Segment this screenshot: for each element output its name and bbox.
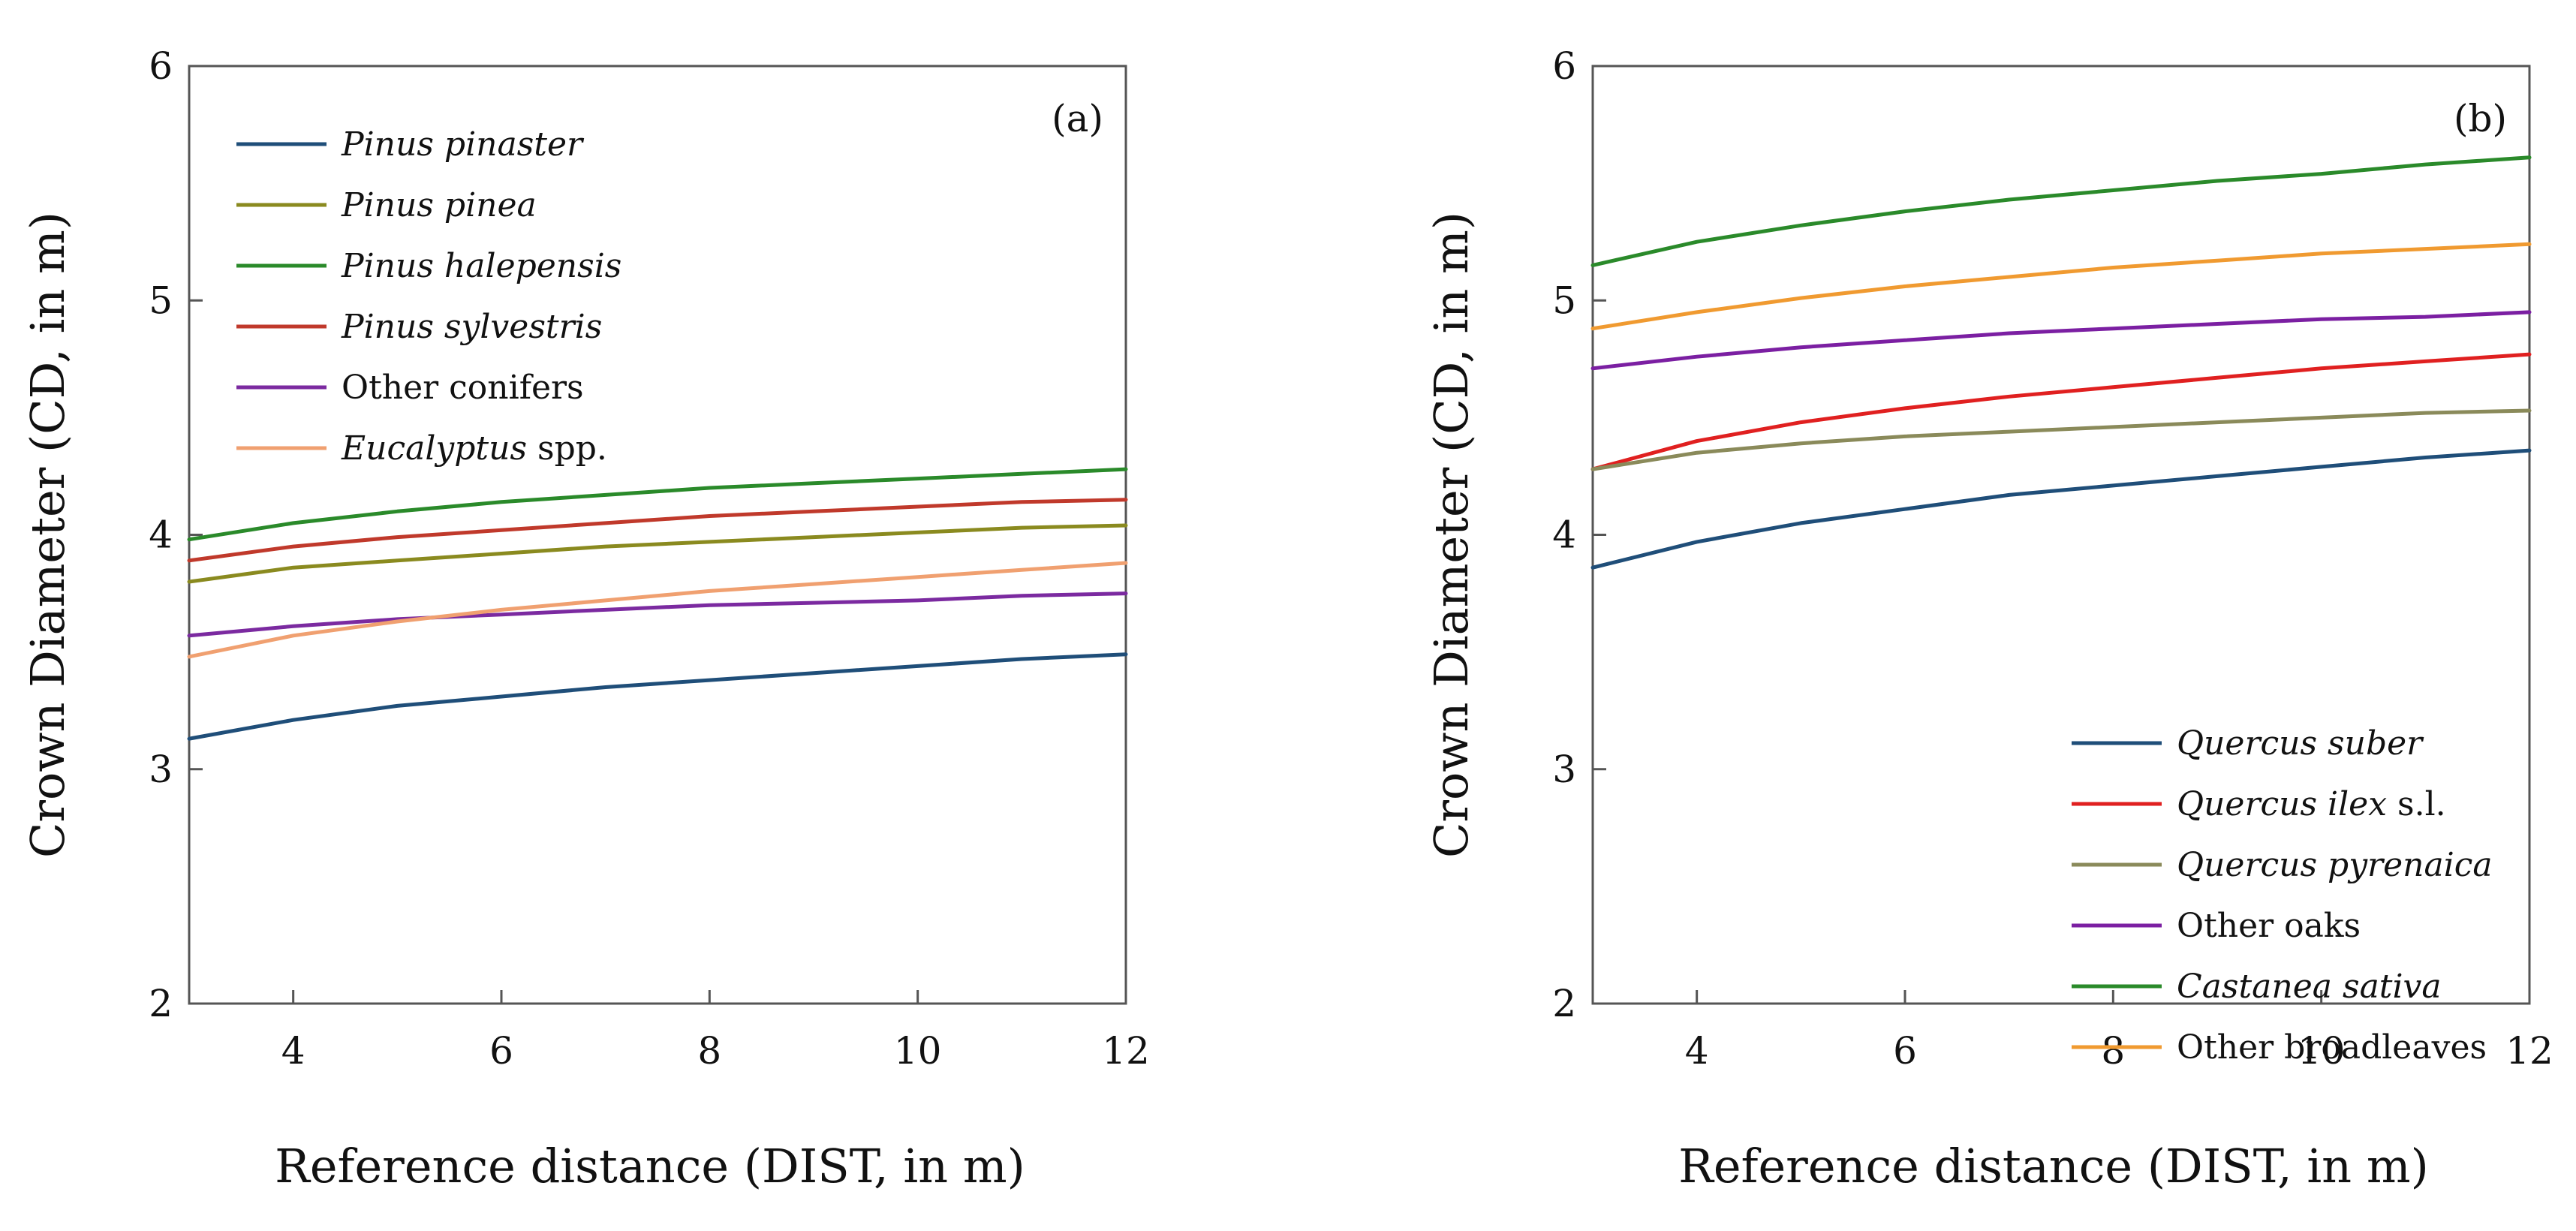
y-tick-label: 3 bbox=[149, 748, 173, 791]
legend-entry: Quercus suber bbox=[2177, 724, 2424, 763]
legend-entry-italic: Pinus pinea bbox=[341, 186, 537, 224]
legend-entry-italic: Pinus halepensis bbox=[341, 247, 621, 285]
y-tick-label: 2 bbox=[1552, 982, 1576, 1025]
series-line bbox=[1590, 408, 2532, 471]
legend-entry-italic: Pinus sylvestris bbox=[341, 308, 602, 346]
legend-entry: Eucalyptus spp. bbox=[341, 429, 607, 468]
series-line bbox=[1590, 242, 2532, 331]
y-tick-label: 4 bbox=[1552, 513, 1576, 557]
x-tick-label: 8 bbox=[697, 1029, 721, 1073]
panel-b: 2 3 4 5 6 4 6 8 10 12 Crown Diameter (CD, in m) Ref… bbox=[1424, 44, 2553, 1193]
y-axis-title: Crown Diameter (CD, in m) bbox=[20, 212, 75, 858]
panel-a: 2 3 4 5 6 4 6 8 10 12 Crown Diameter (CD, in m) Ref… bbox=[20, 44, 1150, 1193]
y-tick-label: 5 bbox=[149, 278, 173, 322]
series-line bbox=[1590, 448, 2532, 570]
series-line bbox=[1590, 352, 2532, 471]
series-line bbox=[1590, 310, 2532, 371]
legend-entry: Other oaks bbox=[2177, 907, 2361, 945]
y-tick-label: 3 bbox=[1552, 748, 1576, 791]
x-tick-label: 12 bbox=[2505, 1029, 2553, 1073]
panel-label: (a) bbox=[1052, 97, 1103, 140]
legend-entry: Quercus ilex s.l. bbox=[2177, 785, 2446, 823]
x-tick-label: 4 bbox=[1685, 1029, 1709, 1073]
legend-entry-text: Other conifers bbox=[342, 369, 584, 407]
series-line bbox=[187, 591, 1128, 638]
legend-entry-text: Other oaks bbox=[2177, 907, 2361, 945]
x-tick-label: 4 bbox=[281, 1029, 305, 1073]
x-tick-label: 6 bbox=[489, 1029, 513, 1073]
series-line bbox=[1590, 155, 2532, 267]
legend-entry-italic: Castanea sativa bbox=[2177, 968, 2442, 1006]
legend-entry: Quercus pyrenaica bbox=[2177, 846, 2493, 884]
x-tick-label: 12 bbox=[1102, 1029, 1150, 1073]
panel-label: (b) bbox=[2454, 97, 2507, 140]
legend-entry: Other broadleaves bbox=[2177, 1028, 2487, 1067]
legend-entry-italic: Quercus pyrenaica bbox=[2177, 846, 2493, 884]
series-line bbox=[187, 652, 1128, 741]
x-axis-title: Reference distance (DIST, in m) bbox=[1678, 1139, 2429, 1193]
legend-entry: Pinus pinea bbox=[341, 186, 537, 224]
y-tick-label: 6 bbox=[149, 44, 173, 88]
x-axis-title: Reference distance (DIST, in m) bbox=[275, 1139, 1025, 1193]
series-line bbox=[187, 467, 1128, 542]
legend-entry-text: s.l. bbox=[2387, 785, 2446, 823]
series-line bbox=[187, 498, 1128, 563]
legend-entry-italic: Eucalyptus bbox=[341, 429, 527, 468]
y-axis-title: Crown Diameter (CD, in m) bbox=[1424, 212, 1479, 858]
legend-entry: Pinus halepensis bbox=[341, 247, 621, 285]
x-tick-label: 10 bbox=[2298, 1029, 2346, 1073]
plot-frame bbox=[188, 65, 1127, 1005]
legend-entry-text: Other broadleaves bbox=[2177, 1028, 2487, 1067]
x-tick-label: 6 bbox=[1893, 1029, 1917, 1073]
y-tick-label: 2 bbox=[149, 982, 173, 1025]
y-tick-label: 5 bbox=[1552, 278, 1576, 322]
legend-entry: Castanea sativa bbox=[2177, 968, 2442, 1006]
y-tick-label: 6 bbox=[1552, 44, 1576, 88]
legend-entry: Pinus pinaster bbox=[341, 125, 585, 164]
legend-entry-text: spp. bbox=[527, 429, 607, 468]
legend-entry-italic: Quercus ilex bbox=[2177, 785, 2387, 823]
x-tick-label: 10 bbox=[894, 1029, 942, 1073]
legend-entry-italic: Quercus suber bbox=[2177, 724, 2424, 763]
x-tick-label: 8 bbox=[2101, 1029, 2125, 1073]
y-tick-label: 4 bbox=[149, 513, 173, 557]
series-line bbox=[187, 561, 1128, 659]
series-line bbox=[187, 523, 1128, 584]
legend-entry: Pinus sylvestris bbox=[341, 308, 602, 346]
legend-entry: Other conifers bbox=[342, 369, 584, 407]
legend-entry-italic: Pinus pinaster bbox=[341, 125, 585, 164]
